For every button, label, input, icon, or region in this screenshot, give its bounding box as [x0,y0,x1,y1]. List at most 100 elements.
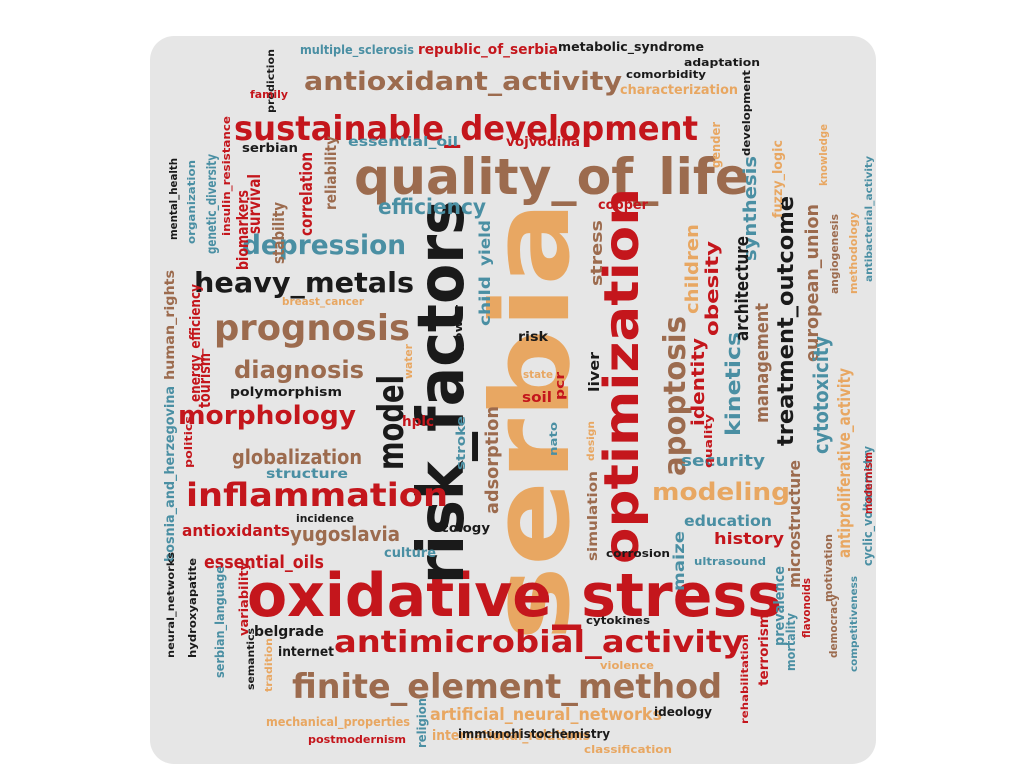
word-risk-factors: risk_factors [405,200,479,584]
word-organization: organization [185,160,198,244]
word-knowledge: knowledge [817,124,830,186]
word-simulation: simulation [586,471,601,561]
word-family: family [250,88,288,101]
word-cloud-panel: serbia oxidative_stress risk_factors qualit… [150,36,876,764]
word-stress: stress [587,220,606,286]
word-modeling: modeling [652,478,790,506]
word-power: power [452,304,465,351]
word-diagnosis: diagnosis [234,356,364,384]
word-comorbidity: comorbidity [626,68,706,81]
word-semantics: semantics [246,628,257,690]
word-polymorphism: polymorphism [230,385,342,399]
word-architecture: architecture [732,236,753,341]
word-metabolic-syndrome: metabolic_syndrome [558,40,704,55]
word-rehabilitation: rehabilitation [740,634,751,724]
word-variability: variability [237,562,251,636]
word-yield: yield [476,220,494,266]
word-essential-oils: essential_oils [204,552,324,573]
word-maize: maize [670,531,688,591]
word-competitiveness: competitiveness [849,576,860,672]
word-treatment-outcome: treatment_outcome [774,196,799,446]
word-stroke: stroke [454,416,468,470]
word-copper: copper [598,198,649,213]
word-depression: depression [242,230,406,261]
word-human-rights: human_rights [163,270,178,380]
word-finite-element-method: finite_element_method [292,667,722,707]
word-oxidative-stress: oxidative_stress [247,561,782,631]
word-hydroxyapatite: hydroxyapatite [186,558,199,658]
word-ultrasound: ultrasound [694,555,766,568]
word-internet: internet [278,645,334,660]
word-motivation: motivation [822,534,835,602]
word-mechanical-properties: mechanical_properties [266,715,410,730]
word-immunohistochemistry: immunohistochemistry [458,727,610,741]
word-prognosis: prognosis [214,308,410,349]
word-characterization: characterization [620,83,738,98]
word-antibacterial-activity: antibacterial_activity [864,155,875,282]
word-obesity: obesity [702,241,723,336]
word-security: security [681,451,766,470]
word-ecology: ecology [432,521,490,535]
word-structure: structure [266,467,348,482]
word-correlation: correlation [297,152,317,236]
word-quality: quality [702,414,715,468]
word-kinetics: kinetics [721,332,745,436]
word-international-relations: international_relations [432,728,590,744]
word-cytotoxicity: cytotoxicity [809,336,833,454]
word-prediction: prediction [266,49,277,113]
word-democracy: democracy [827,594,840,658]
word-serbian-language: serbian_language [213,566,228,678]
word-microstructure: microstructure [785,460,804,588]
word-religion: religion [415,698,429,748]
word-history: history [714,529,785,548]
word-synthesis: synthesis [740,156,761,261]
word-sustainable-development: sustainable_development [234,109,698,149]
word-prevalence: prevalence [772,566,788,646]
word-liver: liver [587,352,603,392]
word-essential-oil: essential_oil [348,135,458,150]
word-cyclic-voltammetry: cyclic_voltammetry [861,446,876,566]
word-soil: soil [522,390,552,406]
word-stability: stability [269,202,288,264]
word-politics: politics [182,415,195,468]
word-antioxidants: antioxidants [182,521,290,540]
word-development: development [740,70,753,156]
word-antiproliferative-activity: antiproliferative_activity [835,368,855,558]
word-education: education [684,512,772,530]
word-globalization: globalization [232,445,362,469]
word-terrorism: terrorism [757,614,772,686]
word-hplc: hplc [402,414,434,430]
word-classification: classification [584,743,672,756]
word-mental-health: mental_health [167,158,180,240]
word-survival: survival [245,174,265,234]
word-ideology: ideology [654,705,712,719]
word-culture: culture [384,546,436,561]
word-adsorption: adsorption [482,406,503,514]
word-genetic-diversity: genetic_diversity [205,154,220,254]
word-morphology: morphology [178,401,356,431]
word-postmodernism: postmodernism [308,733,406,746]
word-antimicrobial-activity: antimicrobial_activity [334,625,744,660]
word-energy-efficiency: energy_efficiency [188,284,204,402]
word-management: management [752,303,773,423]
word-pcr: pcr [553,372,567,400]
word-serbian: serbian [242,141,298,155]
word-multiple-sclerosis: multiple_sclerosis [300,43,414,58]
word-reliability: reliability [322,136,340,210]
word-angiogenesis: angiogenesis [828,214,841,294]
word-tourism: tourism [195,353,214,408]
word-republic-of-serbia: republic_of_serbia [418,42,558,58]
word-bosnia-and-herzegovina: bosnia_and_herzegovina [163,386,178,562]
word-tradition: tradition [264,638,275,692]
word-design: design [586,421,597,461]
word-cloud: serbiaoxidative_stressrisk_factorsqualit… [163,40,876,756]
word-incidence: incidence [296,512,354,525]
word-model: model [371,375,412,470]
word-child: child [476,276,494,326]
word-modernism: modernism [862,452,875,514]
word-quality-of-life: quality_of_life [354,148,749,206]
word-state: state [523,368,553,381]
word-insulin-resistance: insulin_resistance [220,116,233,236]
word-apoptosis: apoptosis [658,316,693,476]
word-adaptation: adaptation [684,56,760,69]
